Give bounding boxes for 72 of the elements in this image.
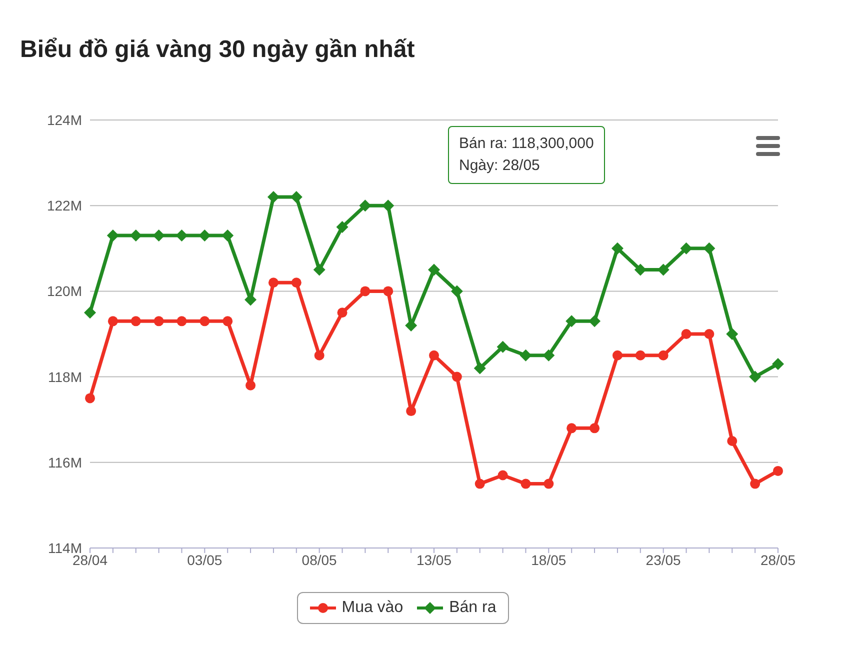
x-tick-label: 03/05 bbox=[187, 552, 222, 568]
point bbox=[450, 285, 463, 298]
point bbox=[588, 315, 601, 328]
point bbox=[520, 349, 532, 362]
point bbox=[406, 406, 416, 416]
point bbox=[336, 221, 348, 233]
point bbox=[268, 278, 278, 288]
point bbox=[750, 478, 760, 489]
point bbox=[198, 230, 211, 242]
point bbox=[474, 478, 485, 489]
point bbox=[200, 316, 210, 326]
point bbox=[246, 380, 256, 390]
point bbox=[176, 316, 187, 326]
point bbox=[658, 350, 668, 360]
point bbox=[108, 316, 118, 326]
legend-label: Mua vào bbox=[342, 599, 404, 617]
point bbox=[313, 264, 326, 276]
point bbox=[635, 350, 646, 360]
point bbox=[152, 230, 165, 242]
point bbox=[291, 278, 302, 288]
point bbox=[544, 478, 554, 489]
point bbox=[542, 349, 555, 362]
point bbox=[267, 191, 280, 204]
point bbox=[590, 423, 600, 434]
point bbox=[498, 470, 508, 480]
point bbox=[749, 370, 762, 383]
point bbox=[314, 350, 324, 360]
point bbox=[222, 230, 234, 242]
point bbox=[428, 264, 440, 276]
x-tick-label: 18/05 bbox=[531, 552, 566, 568]
x-tick-label: 13/05 bbox=[416, 552, 452, 568]
point bbox=[84, 306, 96, 319]
legend-label: Bán ra bbox=[449, 599, 496, 617]
point bbox=[452, 372, 462, 382]
y-tick-label: 120M bbox=[46, 283, 82, 300]
point bbox=[680, 242, 692, 254]
point bbox=[154, 316, 164, 326]
point bbox=[611, 242, 624, 254]
point bbox=[176, 230, 188, 242]
point bbox=[382, 200, 394, 212]
point bbox=[429, 350, 439, 360]
point bbox=[106, 230, 119, 242]
point bbox=[85, 393, 95, 404]
point bbox=[359, 200, 372, 212]
annotation: Bán ra: 118,300,000 bbox=[459, 134, 594, 154]
point bbox=[726, 328, 738, 340]
point bbox=[222, 316, 233, 326]
point bbox=[773, 466, 783, 476]
y-tick-label: 122M bbox=[46, 198, 82, 214]
point bbox=[727, 436, 738, 446]
point bbox=[703, 242, 716, 254]
point bbox=[704, 329, 714, 339]
point bbox=[612, 350, 622, 360]
x-tick-label: 08/05 bbox=[302, 552, 338, 568]
point bbox=[681, 329, 692, 339]
point bbox=[474, 362, 486, 374]
chart-title: Biểu đồ giá vàng 30 ngày gần nhất bbox=[20, 36, 415, 64]
point bbox=[130, 316, 141, 326]
point bbox=[634, 264, 646, 276]
x-tick-label: 28/05 bbox=[760, 552, 796, 568]
y-tick-label: 124M bbox=[46, 112, 82, 128]
point bbox=[337, 308, 348, 318]
annotation: Ngày: 28/05 bbox=[459, 156, 541, 176]
y-tick-label: 116M bbox=[48, 454, 82, 470]
point bbox=[772, 358, 784, 370]
point bbox=[520, 478, 531, 489]
point bbox=[566, 423, 577, 434]
y-tick-label: 118M bbox=[48, 368, 82, 385]
point bbox=[496, 340, 509, 353]
x-tick-label: 23/05 bbox=[646, 552, 682, 568]
point bbox=[383, 286, 394, 296]
point bbox=[360, 286, 370, 296]
